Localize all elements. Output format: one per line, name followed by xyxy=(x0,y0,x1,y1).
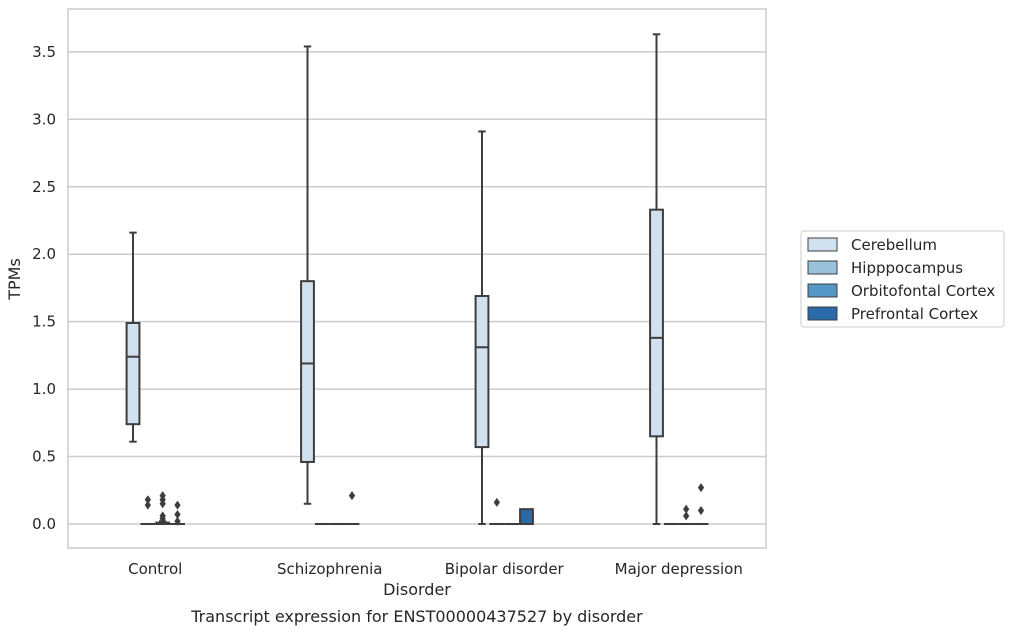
y-tick-label: 1.0 xyxy=(32,380,56,398)
y-tick-label: 3.0 xyxy=(32,110,56,128)
legend-label: Prefrontal Cortex xyxy=(851,305,978,323)
box-prefrontal-cortex xyxy=(170,500,185,526)
outlier-point xyxy=(493,497,500,507)
box-plot-marks xyxy=(125,33,709,526)
y-tick-label: 2.0 xyxy=(32,245,56,263)
iqr-box xyxy=(474,295,490,449)
outlier-point xyxy=(683,511,690,521)
legend-swatch xyxy=(807,283,838,298)
outlier-point xyxy=(683,504,690,514)
y-tick-label: 2.5 xyxy=(32,178,56,196)
box-cerebellum xyxy=(125,231,141,443)
outlier-point xyxy=(174,500,181,510)
plot-area-frame xyxy=(67,8,767,549)
y-tick-label: 1.5 xyxy=(32,313,56,331)
box-hipppocampus xyxy=(140,495,156,526)
x-tick-label: Major depression xyxy=(615,560,743,578)
y-axis-ticks: 0.0 0.5 1.0 1.5 2.0 2.5 3.0 3.5 xyxy=(32,43,56,533)
legend-swatch xyxy=(807,237,838,252)
legend-label: Cerebellum xyxy=(851,236,937,254)
box-prefrontal-cortex xyxy=(693,483,709,526)
iqr-box xyxy=(649,208,664,438)
box-cerebellum xyxy=(474,130,490,525)
iqr-box xyxy=(300,280,315,463)
outlier-point xyxy=(144,495,151,505)
box-prefrontal-cortex xyxy=(344,491,360,526)
y-tick-label: 3.5 xyxy=(32,43,56,61)
outlier-point xyxy=(159,491,166,501)
box-cerebellum xyxy=(649,33,664,525)
x-tick-label: Control xyxy=(128,560,182,578)
legend-items: Cerebellum Hipppocampus Orbitofontal Corte… xyxy=(807,236,995,323)
iqr-box xyxy=(125,321,141,426)
box-orbitofontal-cortex xyxy=(678,504,694,526)
outlier-point xyxy=(697,506,705,516)
chart-caption: Transcript expression for ENST0000043752… xyxy=(190,607,643,626)
legend-swatch xyxy=(807,260,838,275)
outlier-point xyxy=(144,500,151,510)
legend-label: Orbitofontal Cortex xyxy=(851,282,995,300)
legend-frame xyxy=(800,230,1005,328)
gridlines xyxy=(68,51,766,525)
legend: Cerebellum Hipppocampus Orbitofontal Corte… xyxy=(800,230,1005,328)
outlier-point xyxy=(348,491,356,501)
y-tick-label: 0.0 xyxy=(32,515,56,533)
box-prefrontal-cortex xyxy=(519,508,534,526)
outlier-point xyxy=(174,516,181,526)
y-axis-label: TPMs xyxy=(5,258,24,301)
box-hipppocampus xyxy=(489,497,505,526)
legend-swatch xyxy=(807,306,838,321)
legend-label: Hipppocampus xyxy=(851,259,963,277)
outlier-point xyxy=(697,483,705,493)
x-axis-ticks: Control Schizophrenia Bipolar disorder Majo… xyxy=(128,560,743,578)
box-cerebellum xyxy=(300,45,315,505)
y-tick-label: 0.5 xyxy=(32,448,56,466)
x-tick-label: Bipolar disorder xyxy=(445,560,565,578)
box-orbitofontal-cortex xyxy=(155,491,171,526)
outlier-point xyxy=(159,511,166,521)
outlier-point xyxy=(174,510,181,520)
x-axis-label: Disorder xyxy=(383,580,451,599)
x-tick-label: Schizophrenia xyxy=(277,560,382,578)
iqr-box xyxy=(519,508,534,526)
